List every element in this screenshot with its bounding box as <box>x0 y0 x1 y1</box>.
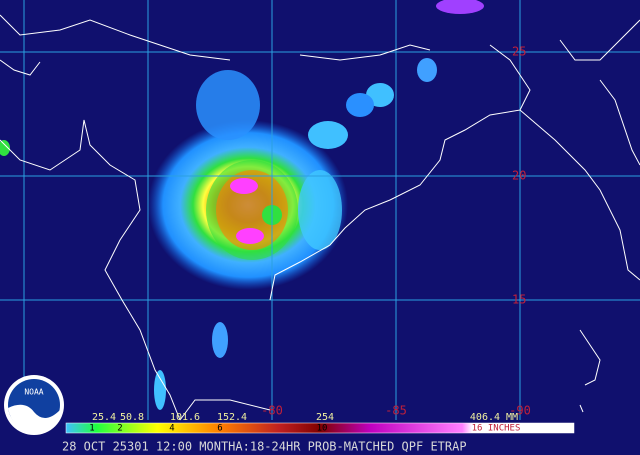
colorbar <box>65 422 575 434</box>
legend-mm-label: 101.6 <box>170 412 200 423</box>
legend-inch-label: 1 <box>89 424 94 434</box>
legend-mm-label: 406.4 MM <box>470 412 518 423</box>
legend-inch-label: 10 <box>317 424 328 434</box>
legend-mm-label: 50.8 <box>120 412 144 423</box>
precip <box>0 0 484 410</box>
lon-label: -90 <box>509 404 531 418</box>
lon-label: -85 <box>385 404 407 418</box>
lat-label: 20 <box>512 169 526 183</box>
legend-inch-label: 16 INCHES <box>472 424 521 434</box>
legend-inch-label: 4 <box>169 424 174 434</box>
legend-mm-label: 152.4 <box>217 412 247 423</box>
legend-mm-label: 254 <box>316 412 334 423</box>
logo-text: NOAA <box>24 388 43 397</box>
coastline <box>0 14 640 421</box>
legend-inch-label: 2 <box>117 424 122 434</box>
legend: 25.4 50.8 101.6 152.4 254 406.4 MM 1 2 4… <box>65 412 575 434</box>
lat-label: 25 <box>512 45 526 59</box>
footer: 28 OCT 25301 12:00 MONTHA:18-24HR PROB-M… <box>62 440 467 454</box>
graticule <box>0 0 640 420</box>
noaa-logo: NOAA <box>4 375 64 435</box>
legend-inch-label: 6 <box>217 424 222 434</box>
lat-label: 15 <box>512 293 526 307</box>
legend-mm-label: 25.4 <box>92 412 116 423</box>
lon-label: -80 <box>261 404 283 418</box>
